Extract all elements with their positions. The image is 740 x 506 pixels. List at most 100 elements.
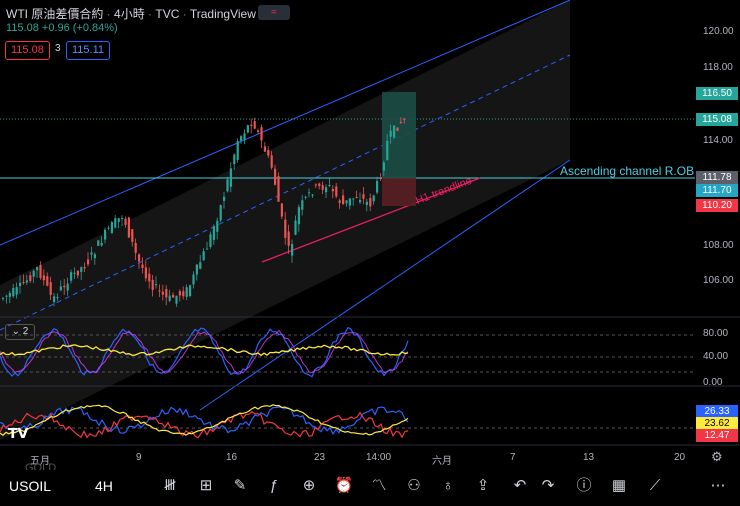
candle-body — [362, 194, 365, 199]
candle-body — [5, 295, 8, 297]
formula-icon[interactable]: ƒ — [269, 477, 279, 494]
candle-body — [243, 133, 246, 141]
candle-body — [318, 183, 321, 187]
candle-body — [12, 287, 15, 297]
channel-mid-line — [0, 54, 571, 331]
candle-body — [63, 285, 66, 288]
candle-body — [284, 219, 287, 238]
candle-body — [223, 196, 226, 201]
candle-body — [246, 125, 249, 133]
candle-body — [321, 185, 324, 190]
candle-body — [263, 146, 266, 152]
compare-icon[interactable]: ⚇ — [407, 477, 421, 494]
candle-body — [369, 198, 372, 207]
indicator-tick: 40.00 — [703, 351, 729, 362]
candle-body — [199, 262, 202, 269]
candle-body — [212, 226, 215, 240]
candle-body — [25, 280, 28, 283]
timeframe-button[interactable]: 4H — [95, 478, 113, 494]
candle-body — [178, 291, 181, 296]
candle-body — [110, 222, 113, 234]
candle-body — [93, 254, 96, 259]
sell-button[interactable]: 115.08 — [5, 41, 50, 60]
info-icon[interactable]: ⓘ — [576, 477, 592, 494]
candle-body — [393, 125, 396, 138]
ideas-icon[interactable]: ♁ — [442, 477, 454, 494]
add-alert-icon[interactable]: ⊞ — [199, 477, 213, 494]
candle-body — [325, 187, 328, 193]
candle-body — [104, 229, 107, 240]
candle-body — [352, 198, 355, 200]
indicators-icon[interactable]: 〽 — [371, 477, 387, 494]
candle-body — [342, 195, 345, 205]
candlesticks — [2, 117, 406, 307]
channel-label: Ascending channel R.OB — [560, 164, 695, 178]
h1-trendline — [261, 177, 481, 263]
candle-body — [73, 272, 76, 274]
draw-icon[interactable]: ✎ — [233, 477, 247, 494]
plus-icon[interactable]: ⊕ — [302, 477, 316, 494]
candle-body — [158, 290, 161, 292]
share-icon[interactable]: ⇪ — [476, 477, 490, 494]
candle-body — [403, 118, 406, 120]
redo-icon[interactable]: ↷ — [541, 477, 555, 494]
candle-body — [314, 184, 317, 186]
dmi-plus-line — [0, 406, 409, 436]
candle-body — [277, 176, 280, 202]
candle-body — [253, 121, 256, 129]
price-tick: 108.00 — [703, 240, 734, 251]
settings-gear-icon[interactable]: ⚙ — [711, 449, 723, 464]
time-tick: 16 — [226, 452, 238, 463]
last-price-label: 115.08 — [696, 113, 738, 126]
current-price: 115.08 — [6, 22, 39, 34]
wave-icon: ≈ — [271, 7, 277, 18]
candle-body — [365, 201, 368, 205]
candle-body — [124, 218, 127, 225]
stoch-k-line — [0, 326, 409, 378]
candle-body — [97, 240, 100, 246]
source-label: TVC — [155, 7, 180, 21]
timeframe-label: 4小時 — [114, 7, 145, 21]
candle-body — [382, 162, 385, 171]
candle-body — [165, 288, 168, 298]
candle-body — [396, 127, 399, 131]
candle-body — [29, 275, 32, 281]
price-tick: 106.00 — [703, 275, 734, 286]
candle-body — [22, 282, 25, 284]
channel-upper-line — [0, 0, 571, 246]
dmi-plus-label: 26.33 — [696, 405, 738, 418]
candle-body — [219, 205, 222, 221]
alarm-icon[interactable]: ⏰ — [334, 477, 354, 494]
more-icon[interactable]: ⋯ — [710, 477, 726, 494]
candle-body — [379, 178, 382, 180]
candle-body — [138, 254, 141, 262]
dmi-minus-label: 12.47 — [696, 429, 738, 442]
layout-icon[interactable]: ▦ — [611, 477, 627, 494]
candle-body — [46, 276, 49, 286]
spread-value: 3 — [55, 43, 61, 54]
indicator-tick: 0.00 — [703, 377, 723, 388]
symbol-button[interactable]: USOIL — [9, 478, 52, 494]
entry-price-label: 111.70 — [696, 184, 738, 197]
tradingview-logo-icon: 𝗧𝗩 — [8, 425, 29, 441]
compare-toggle-button[interactable]: ≈ — [258, 5, 290, 20]
trend-icon[interactable]: ⟋ — [649, 477, 661, 494]
candle-body — [155, 284, 158, 286]
candle-body — [297, 207, 300, 225]
candle-body — [345, 200, 348, 204]
candle-body — [49, 282, 52, 295]
price-tick: 118.00 — [703, 62, 733, 73]
candle-body — [287, 231, 290, 246]
indicator-collapse-button[interactable]: ⌄ 2 — [5, 324, 35, 340]
candle-body — [53, 296, 56, 303]
undo-icon[interactable]: ↶ — [513, 477, 527, 494]
time-tick: 7 — [510, 452, 516, 463]
candle-body — [216, 220, 219, 232]
candle-body — [36, 267, 39, 271]
candle-body — [121, 217, 124, 219]
buy-button[interactable]: 115.11 — [66, 41, 111, 60]
candles-icon[interactable]: 𝍸 — [163, 477, 177, 494]
time-tick: 9 — [136, 452, 142, 463]
candle-body — [311, 194, 314, 196]
